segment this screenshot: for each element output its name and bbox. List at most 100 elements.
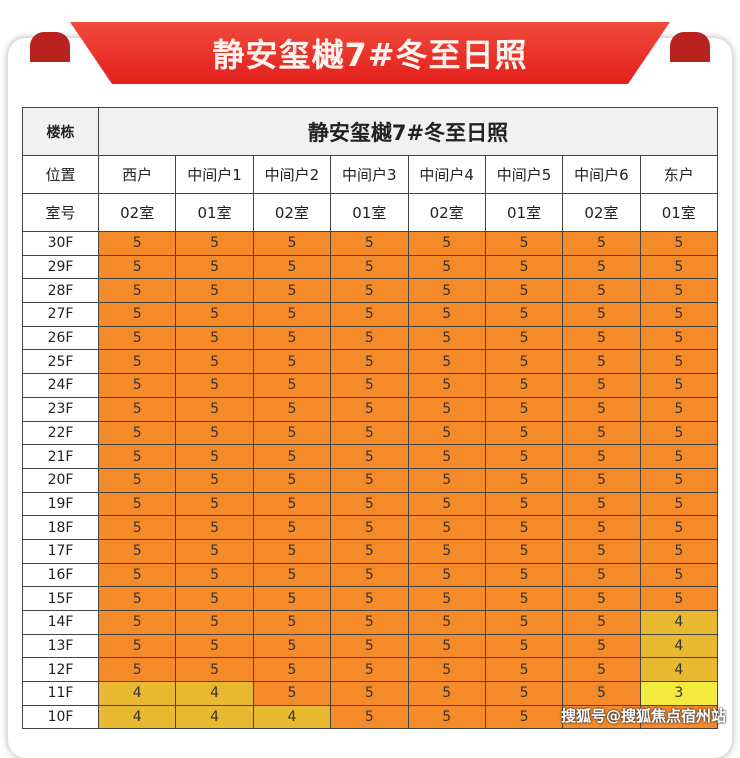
- table-row: 19F 5 5 5 5 5 5 5 5: [22, 491, 719, 517]
- sun-hours-cell: 4: [175, 681, 254, 706]
- sun-hours-cell: 5: [330, 610, 409, 635]
- sun-hours-cell: 5: [407, 538, 486, 564]
- sun-hours-cell: 5: [330, 538, 409, 564]
- sun-hours-cell: 4: [639, 633, 719, 659]
- sun-hours-cell: 5: [484, 231, 564, 256]
- sun-hours-cell: 5: [407, 278, 486, 304]
- floor-label: 22F: [22, 420, 99, 446]
- sun-hours-cell: 5: [484, 373, 564, 398]
- sun-hours-cell: 5: [252, 491, 332, 517]
- sun-hours-cell: 5: [407, 254, 486, 280]
- sun-hours-cell: 5: [97, 278, 177, 304]
- sun-hours-cell: 5: [484, 254, 564, 280]
- sun-hours-cell: 5: [330, 586, 409, 611]
- sun-hours-cell: 5: [562, 444, 641, 469]
- table-row: 26F 5 5 5 5 5 5 5 5: [22, 325, 719, 351]
- sun-hours-cell: 5: [407, 231, 486, 256]
- sun-hours-cell: 5: [175, 633, 254, 659]
- sun-hours-cell: 5: [330, 491, 409, 517]
- position-header: 中间户4: [407, 155, 486, 194]
- sun-hours-cell: 5: [639, 444, 719, 469]
- sun-hours-cell: 5: [175, 373, 254, 398]
- sun-hours-cell: 5: [639, 231, 719, 256]
- sun-hours-cell: 5: [484, 444, 564, 469]
- floor-label: 17F: [22, 538, 99, 564]
- sun-hours-cell: 5: [175, 562, 254, 588]
- sun-hours-cell: 5: [407, 657, 486, 683]
- sun-hours-cell: 5: [639, 491, 719, 517]
- sun-hours-cell: 5: [252, 349, 332, 375]
- floor-label: 20F: [22, 467, 99, 493]
- sun-hours-cell: 5: [175, 325, 254, 351]
- sun-hours-cell: 5: [330, 515, 409, 540]
- sun-hours-cell: 5: [484, 633, 564, 659]
- sun-hours-cell: 4: [639, 610, 719, 635]
- sun-hours-cell: 5: [407, 633, 486, 659]
- floor-label: 10F: [22, 704, 99, 730]
- sun-hours-cell: 5: [484, 586, 564, 611]
- sun-hours-cell: 5: [407, 444, 486, 469]
- sun-hours-cell: 5: [252, 444, 332, 469]
- floor-label: 19F: [22, 491, 99, 517]
- sun-hours-cell: 5: [97, 231, 177, 256]
- sun-hours-cell: 5: [639, 302, 719, 327]
- position-header: 中间户6: [562, 155, 641, 194]
- floor-label: 27F: [22, 302, 99, 327]
- sun-hours-cell: 3: [639, 681, 719, 706]
- sun-hours-cell: 5: [562, 657, 641, 683]
- table-row: 23F 5 5 5 5 5 5 5 5: [22, 396, 719, 422]
- floor-label: 16F: [22, 562, 99, 588]
- header-row-position: 位置 西户 中间户1 中间户2 中间户3 中间户4 中间户5 中间户6 东户: [22, 155, 719, 194]
- floor-label: 14F: [22, 610, 99, 635]
- sun-hours-cell: [639, 704, 719, 730]
- sun-hours-cell: 5: [330, 420, 409, 446]
- sun-hours-cell: 5: [330, 633, 409, 659]
- sun-hours-cell: 5: [407, 491, 486, 517]
- sun-hours-cell: 5: [639, 467, 719, 493]
- room-header: 02室: [407, 193, 486, 232]
- sun-hours-cell: 5: [639, 562, 719, 588]
- sun-hours-cell: 5: [330, 373, 409, 398]
- sun-hours-cell: 5: [562, 420, 641, 446]
- sun-hours-cell: 5: [330, 254, 409, 280]
- room-header: 02室: [252, 193, 332, 232]
- sun-hours-cell: 5: [252, 420, 332, 446]
- table-row: 28F 5 5 5 5 5 5 5 5: [22, 278, 719, 304]
- banner-title: 静安玺樾7#冬至日照: [70, 22, 670, 84]
- sun-hours-cell: 5: [639, 515, 719, 540]
- table-row: 13F 5 5 5 5 5 5 5 4: [22, 633, 719, 659]
- sun-hours-cell: 5: [175, 254, 254, 280]
- floor-label: 13F: [22, 633, 99, 659]
- sun-hours-cell: 5: [175, 278, 254, 304]
- table-row: 15F 5 5 5 5 5 5 5 5: [22, 586, 719, 611]
- sun-hours-cell: 5: [97, 515, 177, 540]
- sun-hours-cell: 5: [175, 444, 254, 469]
- sun-hours-cell: 5: [97, 657, 177, 683]
- sun-hours-cell: 5: [330, 231, 409, 256]
- sun-hours-cell: 5: [252, 681, 332, 706]
- sun-hours-cell: 5: [175, 467, 254, 493]
- floor-label: 15F: [22, 586, 99, 611]
- table-row: 12F 5 5 5 5 5 5 5 4: [22, 657, 719, 683]
- sun-hours-cell: 5: [97, 302, 177, 327]
- sun-hours-cell: 5: [330, 562, 409, 588]
- room-header: 02室: [562, 193, 641, 232]
- sun-hours-cell: 5: [330, 467, 409, 493]
- sun-hours-cell: 5: [252, 633, 332, 659]
- room-label: 室号: [22, 193, 99, 232]
- sun-hours-cell: 5: [484, 538, 564, 564]
- table-row: 25F 5 5 5 5 5 5 5 5: [22, 349, 719, 375]
- sun-hours-cell: 5: [97, 586, 177, 611]
- sun-hours-cell: 5: [175, 420, 254, 446]
- sun-hours-cell: 5: [484, 467, 564, 493]
- sun-hours-cell: 5: [97, 467, 177, 493]
- sun-hours-cell: 5: [252, 538, 332, 564]
- position-header: 东户: [639, 155, 719, 194]
- table-row: 22F 5 5 5 5 5 5 5 5: [22, 420, 719, 446]
- sun-hours-cell: 5: [252, 515, 332, 540]
- table-row: 29F 5 5 5 5 5 5 5 5: [22, 254, 719, 280]
- floor-label: 18F: [22, 515, 99, 540]
- sun-hours-cell: 5: [407, 681, 486, 706]
- floor-label: 30F: [22, 231, 99, 256]
- header-row-room: 室号 02室 01室 02室 01室 02室 01室 02室 01室: [22, 193, 719, 232]
